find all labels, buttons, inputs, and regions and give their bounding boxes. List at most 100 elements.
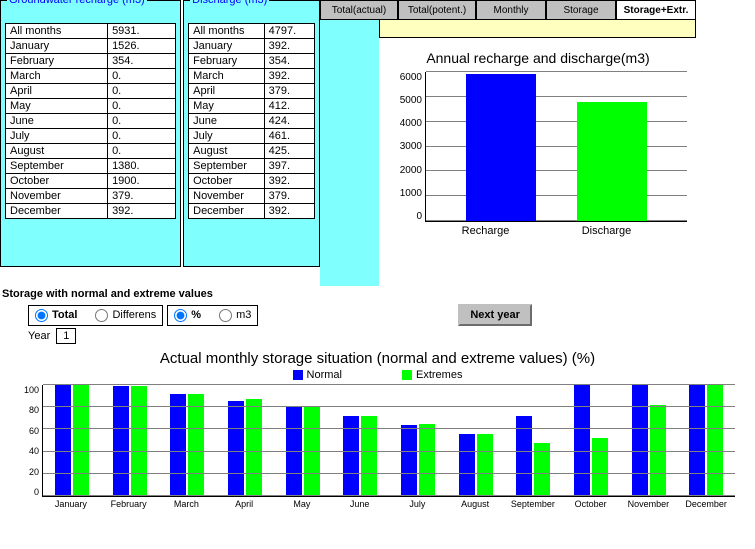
month-cell: March — [189, 69, 265, 84]
month-group — [43, 385, 101, 496]
month-cell: September — [189, 159, 265, 174]
radio-input[interactable] — [174, 309, 187, 322]
annual-chart: Annual recharge and discharge(m3) 600050… — [389, 50, 687, 260]
table-row: May412. — [189, 99, 315, 114]
month-cell: May — [189, 99, 265, 114]
year-label: Year — [28, 330, 50, 342]
value-cell: 392. — [264, 174, 314, 189]
legend-item: Normal — [293, 369, 342, 381]
radio-total[interactable]: Total — [35, 309, 77, 322]
storage-bar — [188, 394, 204, 496]
value-cell: 0. — [108, 99, 176, 114]
next-year-button[interactable]: Next year — [458, 304, 532, 326]
month-cell: October — [189, 174, 265, 189]
table-row: February354. — [6, 54, 176, 69]
table-row: July0. — [6, 129, 176, 144]
radio-label: % — [191, 309, 201, 321]
value-cell: 379. — [264, 84, 314, 99]
month-cell: August — [6, 144, 108, 159]
month-cell: February — [6, 54, 108, 69]
value-cell: 425. — [264, 144, 314, 159]
legend-label: Extremes — [416, 369, 462, 381]
table-row: October1900. — [6, 174, 176, 189]
month-cell: December — [189, 204, 265, 219]
table-row: August0. — [6, 144, 176, 159]
tab-total-actual-[interactable]: Total(actual) — [320, 0, 398, 20]
xtick: August — [446, 497, 504, 509]
radio-input[interactable] — [219, 309, 232, 322]
table-row: July461. — [189, 129, 315, 144]
table-row: All months5931. — [6, 24, 176, 39]
table-row: January1526. — [6, 39, 176, 54]
table-row: September397. — [189, 159, 315, 174]
value-cell: 354. — [264, 54, 314, 69]
tab-storage[interactable]: Storage — [546, 0, 616, 20]
ytick: 100 — [24, 385, 39, 395]
radio-label: m3 — [236, 309, 251, 321]
month-group — [389, 385, 447, 496]
radio-differens[interactable]: Differens — [95, 309, 156, 322]
xtick: September — [504, 497, 562, 509]
recharge-table: All months5931.January1526.February354.M… — [5, 23, 176, 219]
annual-chart-title: Annual recharge and discharge(m3) — [389, 50, 687, 66]
ytick: 6000 — [400, 72, 422, 83]
value-cell: 1526. — [108, 39, 176, 54]
table-row: November379. — [189, 189, 315, 204]
radio-input[interactable] — [95, 309, 108, 322]
table-row: June424. — [189, 114, 315, 129]
xtick: February — [100, 497, 158, 509]
month-cell: July — [6, 129, 108, 144]
tab-total-potent-[interactable]: Total(potent.) — [398, 0, 476, 20]
month-group — [274, 385, 332, 496]
month-group — [447, 385, 505, 496]
value-cell: 0. — [108, 129, 176, 144]
top-row: Groundwater recharge (m3) All months5931… — [0, 0, 755, 286]
storage-bar — [707, 385, 723, 496]
value-cell: 397. — [264, 159, 314, 174]
radio-label: Total — [52, 309, 77, 321]
storage-bar — [459, 434, 475, 496]
legend-label: Normal — [307, 369, 342, 381]
radio-label: Differens — [112, 309, 156, 321]
storage-bar — [477, 434, 493, 496]
xtick: March — [158, 497, 216, 509]
radio--[interactable]: % — [174, 309, 201, 322]
radio-input[interactable] — [35, 309, 48, 322]
storage-yaxis: 100806040200 — [20, 385, 42, 497]
storage-bar — [170, 394, 186, 496]
cyan-gap — [320, 20, 379, 286]
xtick: Recharge — [451, 225, 521, 237]
tab-monthly[interactable]: Monthly — [476, 0, 546, 20]
table-row: March392. — [189, 69, 315, 84]
tabs-secondary — [379, 20, 696, 38]
storage-bar — [419, 424, 435, 496]
month-cell: October — [6, 174, 108, 189]
radio-group-1: Total Differens — [28, 305, 163, 326]
xtick: April — [215, 497, 273, 509]
annual-bar — [577, 102, 647, 221]
value-cell: 4797. — [264, 24, 314, 39]
legend-swatch — [402, 370, 412, 380]
value-cell: 412. — [264, 99, 314, 114]
month-group — [504, 385, 562, 496]
month-group — [562, 385, 620, 496]
value-cell: 379. — [108, 189, 176, 204]
ytick: 2000 — [400, 165, 422, 176]
tab-storage-extr-[interactable]: Storage+Extr. — [616, 0, 696, 20]
value-cell: 461. — [264, 129, 314, 144]
discharge-table: All months4797.January392.February354.Ma… — [188, 23, 315, 219]
storage-bar — [689, 385, 705, 496]
ytick: 4000 — [400, 118, 422, 129]
value-cell: 379. — [264, 189, 314, 204]
recharge-panel: Groundwater recharge (m3) All months5931… — [0, 0, 181, 267]
radio-m3[interactable]: m3 — [219, 309, 251, 322]
storage-bar — [73, 385, 89, 496]
month-group — [620, 385, 678, 496]
value-cell: 0. — [108, 84, 176, 99]
discharge-panel: Discharge (m3) All months4797.January392… — [183, 0, 320, 267]
month-cell: November — [189, 189, 265, 204]
month-group — [158, 385, 216, 496]
storage-bar — [592, 438, 608, 496]
table-row: April379. — [189, 84, 315, 99]
storage-bar — [401, 425, 417, 496]
